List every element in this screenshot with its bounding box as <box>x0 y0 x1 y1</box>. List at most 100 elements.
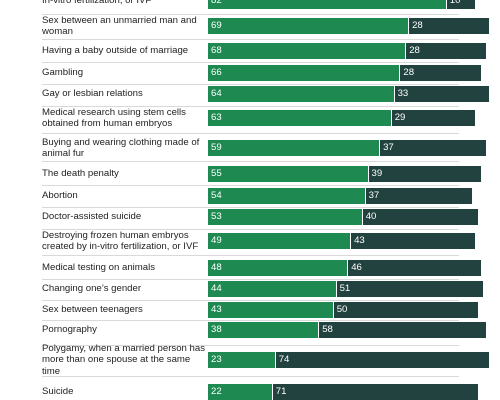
data-label-series-2: 37 <box>364 188 379 204</box>
data-label-series-1: 59 <box>211 142 222 153</box>
bar-segment-1 <box>208 209 362 225</box>
bar-segment-2 <box>361 209 478 225</box>
bar-segment-1 <box>208 0 446 9</box>
category-label: In-vitro fertilization, or IVF <box>42 0 207 7</box>
row-divider <box>42 300 459 301</box>
bar-segment-2 <box>271 384 478 400</box>
category-label: Changing one’s gender <box>42 283 207 295</box>
bar-segment-1 <box>208 18 409 34</box>
category-label-line: Gambling <box>42 67 84 79</box>
data-label-series-2: 33 <box>393 86 408 102</box>
row-divider <box>42 161 459 162</box>
bar-segment-2 <box>347 260 481 276</box>
category-label: Destroying frozen human embryos created b… <box>42 230 207 253</box>
data-label-series-2: 29 <box>390 110 405 126</box>
bar-segment-1 <box>208 166 368 182</box>
bar-segment-2 <box>408 18 490 34</box>
bar-segment-1 <box>208 260 348 276</box>
data-label-series-1: 43 <box>211 304 222 315</box>
category-label-line: The death penalty <box>42 168 119 180</box>
category-label-line: obtained from human embryos <box>42 118 173 129</box>
data-label-series-2: 71 <box>271 384 286 400</box>
bar-segment-2 <box>335 281 484 297</box>
data-label-series-2: 58 <box>318 322 333 338</box>
data-label-series-2: 51 <box>335 281 350 297</box>
data-label-series-2: 28 <box>399 65 414 81</box>
bar-segment-2 <box>390 110 475 126</box>
row-divider <box>42 345 459 346</box>
row-divider <box>42 84 459 85</box>
data-label-series-2: 10 <box>445 0 460 9</box>
row-divider <box>42 185 459 186</box>
category-label: Suicide <box>42 386 207 398</box>
category-label-line: Having a baby outside of marriage <box>42 45 189 57</box>
category-label-line: Pornography <box>42 324 97 336</box>
row-divider <box>42 133 459 134</box>
category-label: Pornography <box>42 324 207 336</box>
category-label: Sex between teenagers <box>42 304 207 316</box>
bar-segment-1 <box>208 188 365 204</box>
data-label-series-2: 50 <box>332 302 347 318</box>
category-label: Gambling <box>42 67 207 79</box>
category-label: Medical research using stem cells obtaine… <box>42 107 207 130</box>
category-label: Abortion <box>42 190 207 202</box>
category-label: Buying and wearing clothing made of anima… <box>42 137 207 160</box>
data-label-series-1: 49 <box>211 235 222 246</box>
category-label: Gay or lesbian relations <box>42 88 207 100</box>
bar-segment-2 <box>367 166 481 182</box>
category-label: The death penalty <box>42 168 207 180</box>
bar-segment-1 <box>208 233 351 249</box>
data-label-series-2: 40 <box>361 209 376 225</box>
category-label: Polygamy, when a married person has more … <box>42 343 207 378</box>
bar-segment-1 <box>208 110 391 126</box>
category-label-line: more than one spouse at the same <box>42 354 191 366</box>
category-label-line: woman <box>42 26 73 37</box>
data-label-series-2: 46 <box>347 260 362 276</box>
data-label-series-1: 66 <box>211 67 222 78</box>
bar-segment-1 <box>208 86 394 102</box>
data-label-series-1: 38 <box>211 324 222 335</box>
category-label-line: Medical research using stem cells <box>42 106 186 118</box>
row-divider <box>42 229 459 230</box>
data-label-series-1: 63 <box>211 112 222 123</box>
data-label-series-2: 39 <box>367 166 382 182</box>
data-label-series-1: 22 <box>211 386 222 397</box>
row-divider <box>42 62 459 63</box>
bar-segment-1 <box>208 281 336 297</box>
category-label-line: animal fur <box>42 148 85 159</box>
data-label-series-1: 53 <box>211 211 222 222</box>
bar-segment-2 <box>393 86 490 102</box>
data-label-series-2: 37 <box>379 140 394 156</box>
row-divider <box>42 14 459 15</box>
data-label-series-1: 54 <box>211 190 222 201</box>
bar-segment-2 <box>350 233 475 249</box>
data-label-series-1: 69 <box>211 20 222 31</box>
data-label-series-1: 68 <box>211 45 222 56</box>
data-label-series-1: 55 <box>211 168 222 179</box>
bar-segment-2 <box>379 140 487 156</box>
category-label-line: Destroying frozen human embryos <box>42 229 189 241</box>
data-label-series-1: 82 <box>211 0 222 6</box>
row-divider <box>42 106 459 107</box>
data-label-series-2: 74 <box>274 352 289 368</box>
category-label-line: Doctor-assisted suicide <box>42 211 142 223</box>
bar-segment-1 <box>208 384 272 400</box>
category-label-line: Sex between an unmarried man and <box>42 14 197 26</box>
bar-segment-1 <box>208 43 406 59</box>
category-label: Doctor-assisted suicide <box>42 211 207 223</box>
data-label-series-1: 64 <box>211 88 222 99</box>
category-label-line: time <box>42 365 61 377</box>
row-divider <box>42 39 459 40</box>
row-divider <box>42 255 459 256</box>
bar-segment-2 <box>274 352 490 368</box>
bar-segment-2 <box>405 43 487 59</box>
bar-segment-2 <box>445 0 475 9</box>
bar-segment-2 <box>399 65 481 81</box>
data-label-series-2: 43 <box>350 233 365 249</box>
data-label-series-1: 44 <box>211 283 222 294</box>
bar-segment-1 <box>208 140 380 156</box>
category-label-line: Medical testing on animals <box>42 262 156 274</box>
category-label-line: Polygamy, when a married person has <box>42 342 205 354</box>
row-divider <box>42 279 459 280</box>
